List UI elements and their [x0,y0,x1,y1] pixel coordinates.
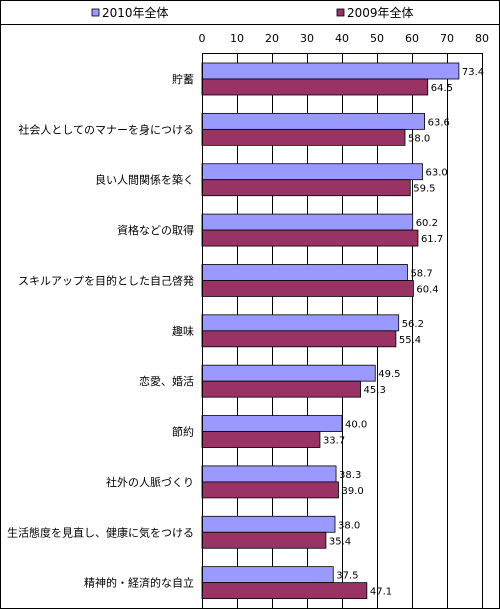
data-label: 49.5 [378,369,400,380]
category-label: 資格などの取得 [117,223,194,237]
data-label: 73.4 [462,67,484,78]
data-label: 58.0 [408,133,430,144]
category-label: 貯蓄 [172,73,194,86]
data-label: 63.6 [428,117,450,128]
x-tick-label: 50 [370,32,384,45]
legend: 2010年全体 2009年全体 [0,0,500,25]
category-label: 社外の人脈づくり [106,475,194,489]
bar-2009 [201,179,411,197]
x-tick-label: 20 [265,32,279,45]
bar-2010 [201,465,337,483]
data-label: 63.0 [426,168,448,179]
x-tick-label: 80 [475,32,489,45]
category-label: 恋愛、婚活 [139,374,194,388]
legend-swatch-0 [91,8,100,17]
data-label: 60.2 [416,218,438,229]
bars [201,62,460,600]
bar-2009 [201,229,419,247]
data-label: 56.2 [402,319,424,330]
data-label: 37.5 [336,571,358,582]
bar-2010 [201,213,414,231]
data-label: 45.3 [364,385,386,396]
data-label: 60.4 [416,284,438,295]
legend-label-0: 2010年全体 [102,5,169,20]
bar-2009 [201,380,361,398]
data-label: 38.0 [338,520,360,531]
bar-2009 [201,78,429,96]
data-label: 47.1 [370,587,392,598]
bar-2010 [201,566,334,584]
data-label: 35.4 [329,536,351,547]
category-labels: 貯蓄社会人としてのマナーを身につける良い人間関係を築く資格などの取得スキルアップ… [7,73,194,590]
legend-label-1: 2009年全体 [347,5,414,20]
category-label: 趣味 [172,324,194,338]
bar-2009 [201,280,414,297]
x-tick-label: 70 [440,32,454,45]
data-label: 58.7 [410,268,432,279]
bar-2009 [201,582,368,600]
data-label: 55.4 [399,335,421,346]
bar-2010 [201,163,423,181]
data-label: 59.5 [413,184,435,195]
x-tick-label: 40 [335,32,349,45]
data-label: 40.0 [345,420,367,431]
legend-swatch-1 [336,8,345,17]
x-tick-label: 0 [199,32,206,45]
x-tick-label: 30 [300,32,314,45]
bar-2010 [201,515,336,533]
category-label: 社会人としてのマナーを身につける [18,122,194,136]
bar-2009 [201,531,327,549]
bar-2010 [201,415,343,432]
data-label: 61.7 [421,234,443,245]
data-label: 64.5 [431,83,453,94]
legend-box [0,0,500,25]
category-label: 精神的・経済的な自立 [84,576,194,590]
bar-2010 [201,112,426,130]
bar-2009 [201,330,397,348]
bar-2009 [201,431,321,448]
data-label: 33.7 [323,436,345,447]
data-label: 38.3 [339,470,361,481]
bar-2009 [201,128,406,146]
bar-2009 [201,481,339,499]
category-label: 生活態度を見直し、健康に気をつける [7,525,194,539]
x-tick-label: 60 [405,32,419,45]
category-label: 節約 [172,425,194,439]
bar-2010 [201,62,460,80]
category-label: 良い人間関係を築く [95,173,194,187]
bar-2010 [201,364,376,382]
data-label: 39.0 [342,486,364,497]
category-label: スキルアップを目的とした自己啓発 [18,273,194,287]
value-labels: 73.4 64.5 63.6 58.0 63.0 59.5 60.2 61.7 58.7 60.4… [323,67,484,598]
bar-2010 [201,314,400,332]
x-axis-ticks: 0 10 20 30 40 50 60 70 80 [199,32,490,45]
x-tick-label: 10 [230,32,244,45]
bar-2010 [201,264,408,281]
